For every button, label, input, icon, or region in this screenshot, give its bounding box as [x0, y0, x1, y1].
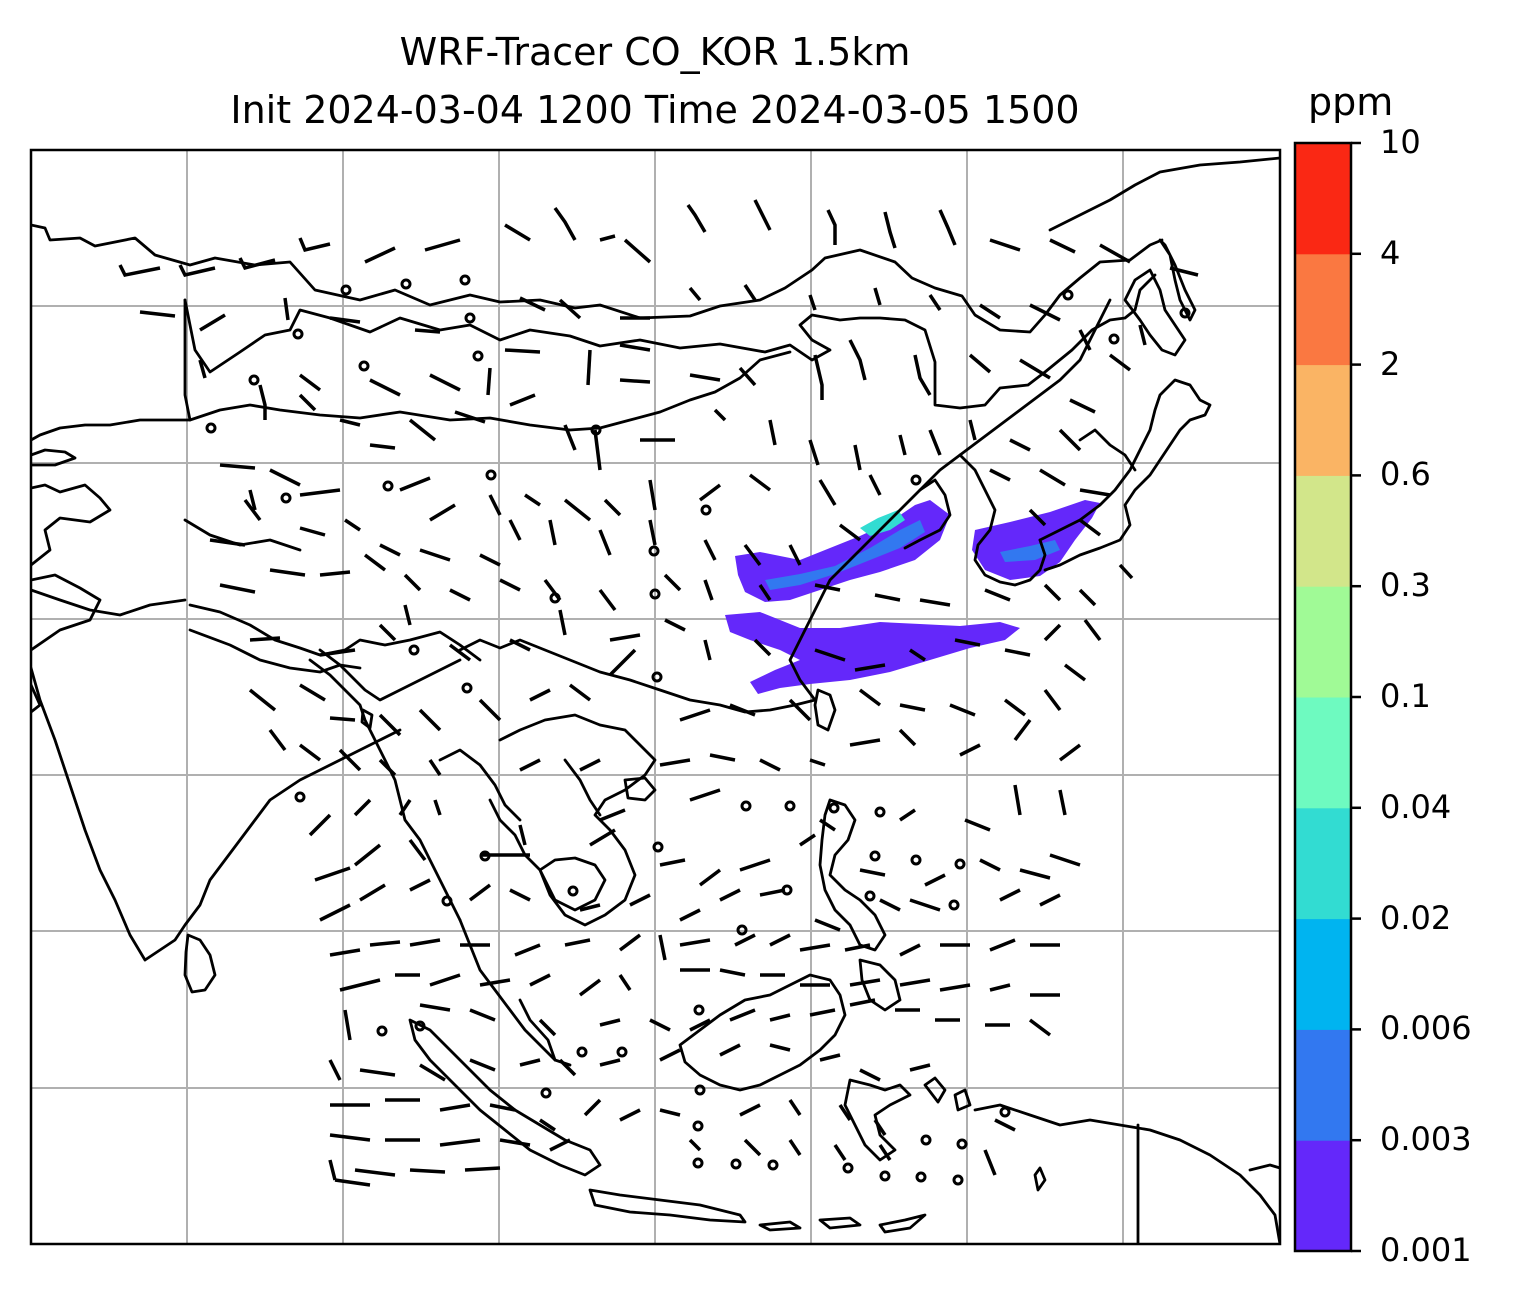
colorbar [1295, 143, 1351, 1252]
colorbar-segment [1295, 918, 1351, 1030]
colorbar-segment [1295, 253, 1351, 366]
calm-wind-markers [205, 274, 1191, 1186]
plume-korea [972, 500, 1100, 580]
colorbar-segment [1295, 143, 1351, 255]
map-title-line1: WRF-Tracer CO_KOR 1.5km [399, 30, 911, 74]
colorbar-tick-label: 2 [1380, 344, 1401, 383]
wind-barbs [118, 199, 1199, 1187]
plume-east-china [725, 612, 1020, 694]
map-frame [29, 148, 1282, 1246]
colorbar-tick-label: 0.006 [1380, 1009, 1472, 1048]
plume-north-china-core [765, 520, 925, 590]
colorbar-tick-label: 0.04 [1380, 787, 1452, 826]
colorbar-tick-label: 4 [1380, 233, 1401, 272]
colorbar-tick-label: 10 [1380, 123, 1421, 161]
colorbar-tick-label: 0.6 [1380, 455, 1431, 494]
colorbar-segment [1295, 364, 1351, 476]
colorbar-segment [1295, 1140, 1351, 1252]
colorbar-segment [1295, 586, 1351, 698]
colorbar-tick-label: 0.003 [1380, 1120, 1472, 1159]
colorbar-segment [1295, 807, 1351, 920]
tracer-plumes [725, 500, 1100, 694]
colorbar-tick-label: 0.02 [1380, 898, 1452, 937]
colorbar-segment [1295, 475, 1351, 587]
colorbar-unit-label: ppm [1308, 80, 1394, 124]
colorbar-tick-label: 0.3 [1380, 566, 1431, 605]
colorbar-tick-label: 0.001 [1380, 1231, 1472, 1269]
colorbar-tick-label: 0.1 [1380, 677, 1431, 715]
gridlines [31, 150, 1280, 1244]
map-title-line2: Init 2024-03-04 1200 Time 2024-03-05 150… [230, 88, 1080, 132]
colorbar-segment [1295, 1029, 1351, 1141]
colorbar-segment [1295, 697, 1351, 809]
plume-korea-core [1000, 540, 1060, 562]
plume-north-china [735, 500, 950, 602]
colorbar-ticks [1351, 141, 1361, 1253]
